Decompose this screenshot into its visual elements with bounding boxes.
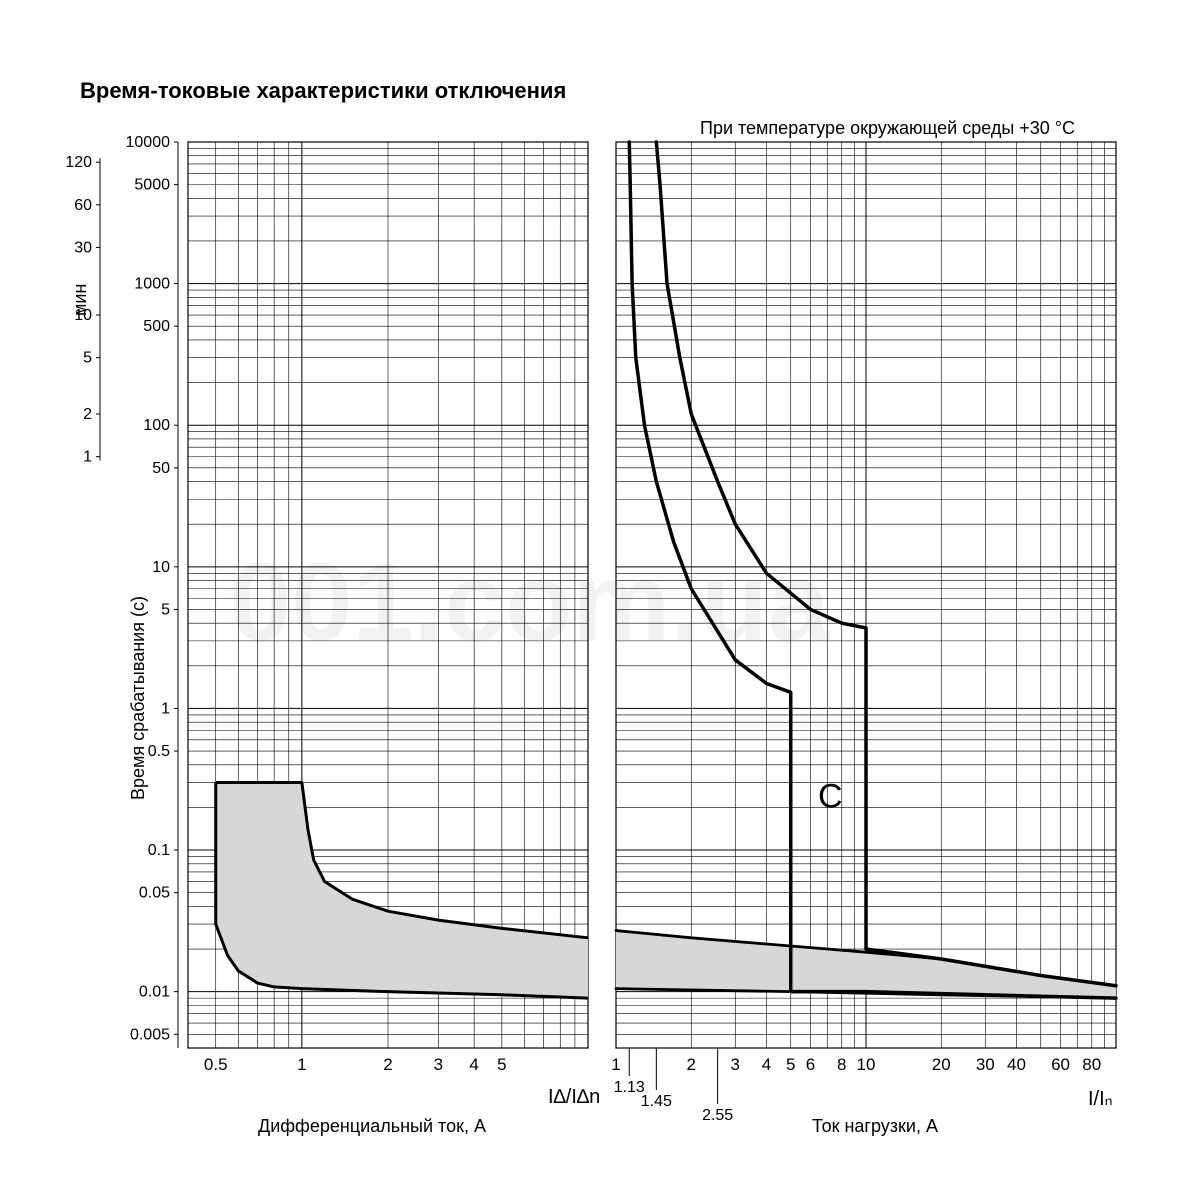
svg-text:100: 100 <box>143 417 170 434</box>
svg-text:8: 8 <box>837 1055 846 1074</box>
svg-text:0.01: 0.01 <box>139 984 170 1001</box>
svg-text:5: 5 <box>786 1055 795 1074</box>
svg-text:5: 5 <box>497 1055 506 1074</box>
svg-text:1: 1 <box>83 449 92 466</box>
svg-text:5: 5 <box>83 350 92 367</box>
svg-text:2: 2 <box>687 1055 696 1074</box>
svg-text:0.5: 0.5 <box>204 1055 228 1074</box>
svg-text:5: 5 <box>161 601 170 618</box>
svg-text:80: 80 <box>1082 1055 1101 1074</box>
svg-text:0.005: 0.005 <box>130 1026 170 1043</box>
svg-text:30: 30 <box>74 239 92 256</box>
svg-text:1: 1 <box>297 1055 306 1074</box>
svg-text:30: 30 <box>976 1055 995 1074</box>
svg-text:4: 4 <box>762 1055 771 1074</box>
svg-text:2: 2 <box>383 1055 392 1074</box>
svg-text:10: 10 <box>857 1055 876 1074</box>
svg-text:10000: 10000 <box>126 134 171 151</box>
svg-text:40: 40 <box>1007 1055 1026 1074</box>
svg-text:0.5: 0.5 <box>148 743 170 760</box>
svg-text:001.com.ua: 001.com.ua <box>230 541 830 664</box>
svg-text:0.05: 0.05 <box>139 885 170 902</box>
svg-text:60: 60 <box>74 197 92 214</box>
svg-text:10: 10 <box>74 307 92 324</box>
svg-text:4: 4 <box>469 1055 478 1074</box>
svg-text:120: 120 <box>65 154 92 171</box>
svg-text:1: 1 <box>161 700 170 717</box>
svg-text:1: 1 <box>611 1055 620 1074</box>
svg-text:3: 3 <box>434 1055 443 1074</box>
svg-text:2.55: 2.55 <box>702 1107 733 1124</box>
svg-text:6: 6 <box>806 1055 815 1074</box>
svg-text:50: 50 <box>152 460 170 477</box>
svg-text:0.1: 0.1 <box>148 842 170 859</box>
svg-text:20: 20 <box>932 1055 951 1074</box>
svg-text:C: C <box>818 777 843 815</box>
svg-text:1000: 1000 <box>134 276 170 293</box>
chart-canvas: 001.com.ua 10000 5000 1000 500 100 50 10 5 1 0.5 0.… <box>0 0 1200 1182</box>
svg-text:1.45: 1.45 <box>641 1093 672 1110</box>
page: Время-токовые характеристики отключения … <box>0 0 1200 1182</box>
svg-text:3: 3 <box>731 1055 740 1074</box>
svg-text:10: 10 <box>152 559 170 576</box>
svg-text:500: 500 <box>143 318 170 335</box>
svg-text:2: 2 <box>83 406 92 423</box>
svg-text:5000: 5000 <box>134 177 170 194</box>
svg-text:60: 60 <box>1051 1055 1070 1074</box>
